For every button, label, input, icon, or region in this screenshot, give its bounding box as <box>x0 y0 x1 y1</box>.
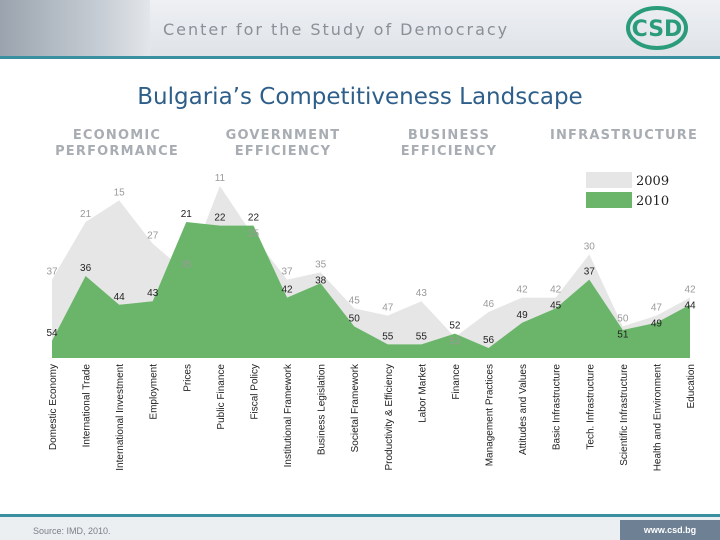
data-label-2010: 37 <box>584 267 596 278</box>
data-label-2009: 37 <box>281 267 293 278</box>
data-label-2009: 35 <box>315 259 327 270</box>
data-label-2010: 22 <box>214 213 226 224</box>
data-label-2009: 25 <box>248 229 260 240</box>
data-label-2009: 46 <box>483 299 495 310</box>
data-label-2009: 42 <box>517 285 529 296</box>
data-label-2010: 43 <box>147 288 159 299</box>
category-label: International Trade <box>82 364 93 448</box>
data-label-2009: 47 <box>382 303 394 314</box>
category-label: Finance <box>451 364 462 400</box>
data-label-2009: 47 <box>651 303 663 314</box>
footer-band <box>0 517 720 540</box>
category-label: Basic Infrastructure <box>552 364 563 451</box>
legend-swatch-2010 <box>586 192 632 208</box>
data-label-2009: 15 <box>114 187 126 198</box>
data-label-2009: 53 <box>449 337 461 348</box>
category-label: Public Finance <box>216 364 227 430</box>
data-label-2010: 22 <box>248 213 260 224</box>
category-header-line2: EFFICIENCY <box>400 144 498 159</box>
data-label-2009: 35 <box>181 259 193 270</box>
category-header-government: GOVERNMENT EFFICIENCY <box>208 128 358 160</box>
data-label-2010: 45 <box>550 301 562 312</box>
data-label-2010: 44 <box>684 301 696 312</box>
header-photo <box>0 0 150 56</box>
data-label-2009: 27 <box>147 231 159 242</box>
category-label: Prices <box>182 364 193 392</box>
data-label-2009: 30 <box>584 241 596 252</box>
category-label: Labor Market <box>417 364 428 423</box>
category-label: Scientific Infrastructure <box>619 364 630 466</box>
category-header-line2: EFFICIENCY <box>234 144 332 159</box>
series-area-2010 <box>52 222 690 358</box>
category-label: Productivity & Efficiency <box>384 364 395 471</box>
category-label: Business Legislation <box>317 364 328 455</box>
category-label: International Investment <box>115 364 126 471</box>
category-header-line1: GOVERNMENT <box>225 128 341 143</box>
data-label-2010: 54 <box>46 328 58 339</box>
data-label-2009: 37 <box>46 267 58 278</box>
category-label: Education <box>686 364 697 408</box>
header-title: Center for the Study of Democracy <box>163 20 510 39</box>
data-label-2009: 45 <box>349 295 361 306</box>
category-label: Domestic Economy <box>48 364 59 450</box>
slide-title: Bulgaria’s Competitiveness Landscape <box>137 84 583 110</box>
category-header-economic: ECONOMIC PERFORMANCE <box>42 128 192 160</box>
data-label-2010: 36 <box>80 263 92 274</box>
data-label-2010: 21 <box>181 209 193 220</box>
category-label: Institutional Framework <box>283 363 294 467</box>
category-label: Health and Environment <box>652 364 663 472</box>
data-label-2010: 38 <box>315 275 327 286</box>
legend-swatch-2009 <box>586 172 632 188</box>
category-label: Tech. Infrastructure <box>585 364 596 450</box>
data-label-2009: 50 <box>617 313 629 324</box>
data-label-2010: 55 <box>416 331 428 342</box>
header-divider <box>0 56 720 59</box>
data-label-2010: 49 <box>651 319 663 330</box>
footer-divider <box>0 514 720 517</box>
data-label-2010: 42 <box>281 285 293 296</box>
legend-label-2009: 2009 <box>636 174 669 189</box>
category-label: Employment <box>149 364 160 420</box>
data-label-2009: 42 <box>684 285 696 296</box>
legend-label-2010: 2010 <box>636 194 669 209</box>
data-label-2010: 56 <box>483 335 495 346</box>
data-label-2010: 55 <box>382 331 394 342</box>
footer-url: www.csd.bg <box>620 520 720 540</box>
data-label-2010: 44 <box>114 292 126 303</box>
data-label-2010: 52 <box>449 321 461 332</box>
data-label-2009: 11 <box>215 173 226 184</box>
source-note: Source: IMD, 2010. <box>33 526 111 536</box>
data-label-2009: 42 <box>550 285 562 296</box>
logo-text: CSD <box>632 17 683 42</box>
category-header-line1: BUSINESS <box>407 128 491 143</box>
data-label-2009: 21 <box>80 209 92 220</box>
category-header-business: BUSINESS EFFICIENCY <box>374 128 524 160</box>
category-header-line1: ECONOMIC <box>72 128 162 143</box>
category-header-infrastructure: INFRASTRUCTURE <box>549 128 699 144</box>
category-label: Attitudes and Values <box>518 364 529 455</box>
data-label-2010: 49 <box>517 310 529 321</box>
data-label-2010: 50 <box>349 313 361 324</box>
data-label-2010: 51 <box>617 329 629 340</box>
category-header-line1: INFRASTRUCTURE <box>549 128 699 143</box>
category-label: Management Practices <box>485 364 496 466</box>
csd-logo: CSD <box>626 6 688 50</box>
category-label: Fiscal Policy <box>249 364 260 420</box>
category-header-line2: PERFORMANCE <box>55 144 179 159</box>
data-label-2009: 43 <box>416 288 428 299</box>
category-label: Societal Framework <box>350 363 361 452</box>
